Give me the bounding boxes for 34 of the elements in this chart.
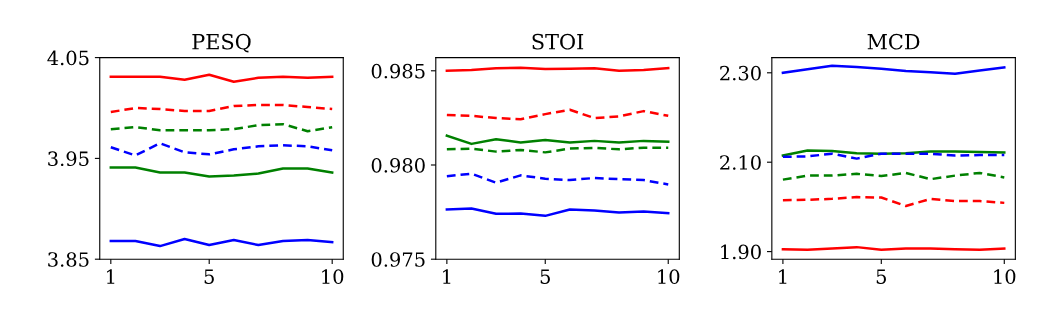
x-tick-label: 5 bbox=[876, 269, 886, 284]
x-tick-label: 1 bbox=[779, 269, 787, 284]
line-series bbox=[781, 195, 1006, 208]
line-series bbox=[109, 142, 334, 157]
line-series bbox=[445, 207, 670, 218]
line-series bbox=[109, 73, 334, 84]
line-series bbox=[781, 171, 1006, 181]
chart-title: MCD bbox=[867, 33, 920, 50]
x-tick-label: 10 bbox=[658, 269, 680, 284]
line-series bbox=[445, 172, 670, 186]
y-tick-label: 1.90 bbox=[721, 244, 761, 260]
chart-title: STOI bbox=[532, 33, 584, 50]
y-tick-label: 2.30 bbox=[720, 65, 761, 81]
x-tick-label: 10 bbox=[322, 269, 344, 284]
x-tick-label: 5 bbox=[540, 269, 550, 284]
line-series bbox=[109, 166, 334, 178]
line-series bbox=[109, 237, 334, 248]
line-series bbox=[445, 134, 670, 146]
line-series bbox=[109, 103, 334, 114]
y-tick-label: 0.985 bbox=[371, 63, 425, 79]
y-tick-label: 4.05 bbox=[47, 50, 89, 66]
y-tick-label: 3.95 bbox=[48, 151, 89, 167]
x-tick-label: 1 bbox=[107, 269, 115, 284]
y-tick-label: 2.10 bbox=[720, 155, 761, 170]
line-series bbox=[781, 64, 1006, 75]
line-series bbox=[109, 122, 334, 133]
x-tick-label: 1 bbox=[443, 269, 451, 284]
x-tick-label: 10 bbox=[994, 269, 1016, 284]
y-tick-label: 0.975 bbox=[371, 252, 425, 267]
line-series bbox=[445, 108, 670, 121]
x-tick-label: 5 bbox=[204, 269, 214, 284]
y-tick-label: 0.980 bbox=[371, 157, 425, 173]
y-tick-label: 3.85 bbox=[48, 252, 89, 267]
chart-title: PESQ bbox=[192, 33, 251, 53]
